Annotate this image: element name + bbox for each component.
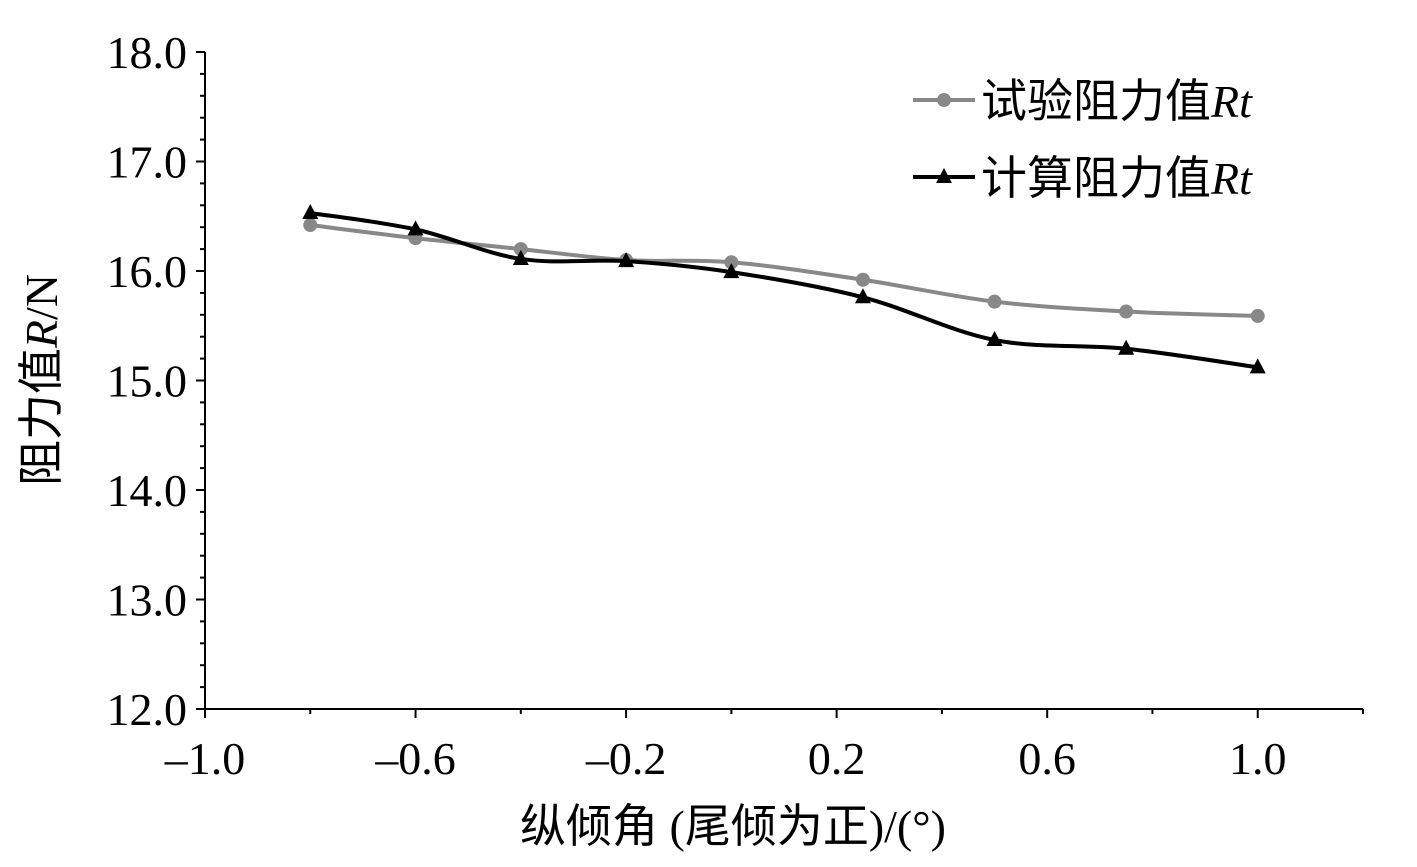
legend-marker-experimental	[937, 93, 951, 107]
legend-marker-computed	[936, 168, 952, 183]
y-tick-label: 12.0	[107, 684, 188, 735]
data-point	[618, 252, 635, 268]
x-tick-label: –0.2	[585, 733, 667, 784]
y-tick-label: 17.0	[107, 137, 188, 188]
data-point	[855, 272, 870, 287]
x-tick-label: –0.6	[374, 733, 456, 784]
y-tick-label: 18.0	[107, 27, 188, 78]
data-point	[1249, 358, 1266, 374]
data-point	[303, 218, 318, 233]
y-axis-title: 阻力值R/N	[16, 274, 67, 486]
data-point	[723, 263, 740, 279]
data-point	[1119, 304, 1134, 319]
axes	[204, 52, 1363, 710]
x-tick-label: 0.6	[1018, 733, 1076, 784]
data-point	[854, 288, 871, 304]
x-tick-label: –1.0	[164, 733, 246, 784]
series-computed	[302, 203, 1266, 374]
data-point	[724, 255, 739, 270]
y-axis-title-var: R	[16, 320, 67, 349]
legend-label-computed: 计算阻力值Rt	[981, 153, 1253, 204]
x-axis-title: 纵倾角 (尾倾为正)/(°)	[520, 801, 946, 852]
data-point	[513, 242, 528, 257]
series-experimental	[303, 218, 1265, 323]
y-tick-label: 16.0	[107, 246, 188, 297]
data-point	[986, 330, 1003, 346]
data-point	[512, 249, 529, 265]
x-tick-label: 0.2	[808, 733, 866, 784]
y-tick-label: 14.0	[107, 465, 188, 516]
series-line	[309, 210, 1259, 370]
y-tick-label: 13.0	[107, 575, 188, 626]
series-layer	[302, 203, 1266, 374]
x-tick-label: 1.0	[1229, 733, 1287, 784]
data-point	[407, 220, 424, 236]
data-point	[1250, 308, 1265, 323]
y-axis-title-prefix: 阻力值	[16, 348, 67, 486]
data-point	[987, 294, 1002, 309]
legend-entry-experimental: 试验阻力值Rt	[913, 76, 1253, 127]
legend-entry-computed: 计算阻力值Rt	[913, 153, 1253, 204]
legend: 试验阻力值Rt 计算阻力值Rt	[913, 76, 1253, 204]
data-point	[302, 203, 319, 219]
tick-labels: 12.0 13.0 14.0 15.0 16.0 17.0 18.0 –1.0 –0.6 –0.2…	[107, 27, 1287, 784]
legend-label-experimental: 试验阻力值Rt	[981, 76, 1253, 127]
y-axis-title-suffix: /N	[16, 274, 67, 320]
data-point	[1118, 339, 1135, 355]
ticks	[196, 51, 1364, 718]
y-tick-label: 15.0	[107, 356, 188, 407]
